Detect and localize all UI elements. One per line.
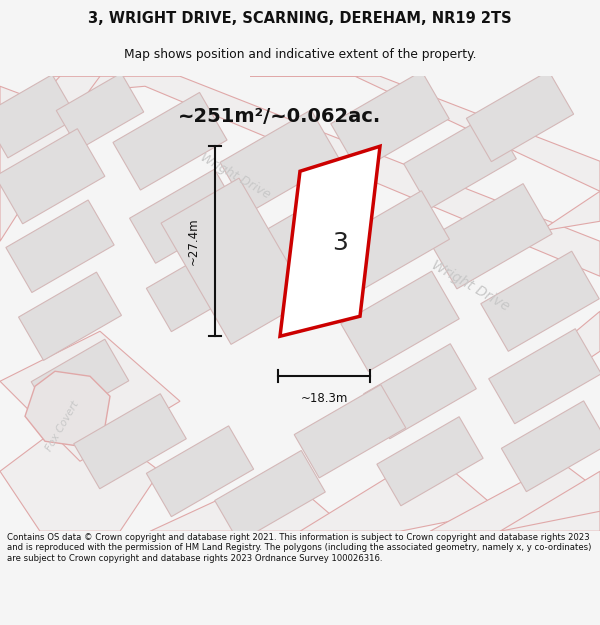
Polygon shape: [161, 178, 309, 344]
Polygon shape: [430, 461, 600, 531]
Polygon shape: [377, 417, 483, 506]
Polygon shape: [0, 331, 180, 461]
Text: 3, WRIGHT DRIVE, SCARNING, DEREHAM, NR19 2TS: 3, WRIGHT DRIVE, SCARNING, DEREHAM, NR19…: [88, 11, 512, 26]
Polygon shape: [0, 74, 77, 158]
Polygon shape: [500, 471, 600, 531]
Text: Map shows position and indicative extent of the property.: Map shows position and indicative extent…: [124, 48, 476, 61]
Polygon shape: [30, 76, 600, 276]
Polygon shape: [364, 344, 476, 439]
Polygon shape: [331, 71, 449, 171]
Text: Fox Covert: Fox Covert: [44, 399, 80, 453]
Polygon shape: [481, 251, 599, 351]
Polygon shape: [404, 114, 517, 209]
Polygon shape: [341, 271, 459, 371]
Polygon shape: [250, 76, 600, 191]
Text: Contains OS data © Crown copyright and database right 2021. This information is : Contains OS data © Crown copyright and d…: [7, 533, 592, 563]
Polygon shape: [146, 426, 254, 517]
Text: Wright Drive: Wright Drive: [197, 151, 272, 202]
Polygon shape: [113, 92, 227, 190]
Polygon shape: [253, 188, 367, 285]
Polygon shape: [25, 371, 110, 446]
Polygon shape: [540, 191, 600, 231]
Text: ~251m²/~0.062ac.: ~251m²/~0.062ac.: [178, 107, 382, 126]
Text: ~18.3m: ~18.3m: [301, 392, 347, 405]
Polygon shape: [31, 339, 129, 423]
Polygon shape: [0, 86, 80, 241]
Polygon shape: [215, 451, 325, 542]
Polygon shape: [294, 384, 406, 478]
Polygon shape: [74, 394, 187, 489]
Polygon shape: [488, 329, 600, 424]
Polygon shape: [6, 200, 114, 292]
Polygon shape: [150, 471, 350, 531]
Polygon shape: [0, 129, 105, 224]
Text: 3: 3: [332, 231, 348, 254]
Polygon shape: [130, 169, 241, 263]
Polygon shape: [19, 272, 121, 361]
Polygon shape: [540, 311, 600, 381]
Text: ~27.4m: ~27.4m: [187, 217, 199, 265]
Polygon shape: [56, 73, 144, 149]
Polygon shape: [466, 71, 574, 162]
Polygon shape: [146, 241, 254, 332]
Text: Wright Drive: Wright Drive: [428, 258, 511, 314]
Polygon shape: [428, 184, 552, 289]
Polygon shape: [300, 451, 500, 531]
Polygon shape: [280, 146, 380, 336]
Polygon shape: [0, 411, 160, 531]
Polygon shape: [0, 76, 100, 171]
Polygon shape: [502, 401, 600, 492]
Polygon shape: [331, 191, 449, 292]
Polygon shape: [220, 110, 340, 213]
